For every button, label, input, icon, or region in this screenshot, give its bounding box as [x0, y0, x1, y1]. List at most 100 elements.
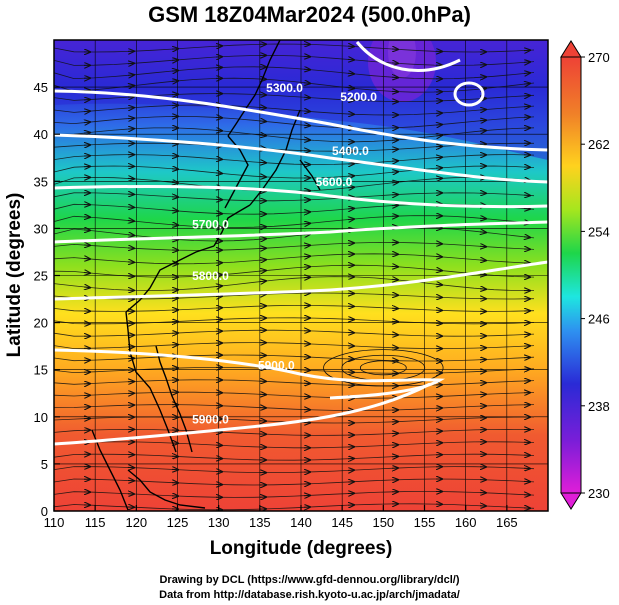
wind-arrow [348, 59, 354, 60]
x-tick-label: 150 [372, 515, 394, 530]
colorbar-tick-label: 230 [588, 486, 610, 501]
x-tick-label: 120 [125, 515, 147, 530]
wind-arrow [480, 218, 486, 219]
x-tick-label: 135 [249, 515, 271, 530]
x-tick-label: 165 [496, 515, 518, 530]
wind-arrow [260, 271, 266, 272]
wind-arrow [348, 88, 354, 89]
y-axis-ticks: 0 5 10 15 20 25 30 35 40 45 [34, 80, 60, 519]
wind-arrow [348, 219, 354, 220]
y-tick-label: 5 [41, 457, 48, 472]
wind-arrow [260, 135, 266, 136]
credit-data-source: Data from http://database.rish.kyoto-u.a… [159, 589, 460, 601]
wind-arrow [436, 157, 442, 158]
wind-arrow [216, 159, 222, 160]
wind-arrow [436, 270, 442, 271]
wind-arrow [480, 289, 486, 290]
y-tick-label: 40 [34, 127, 48, 142]
wind-arrow [216, 286, 222, 287]
wind-arrow [348, 73, 354, 74]
wind-arrow [260, 239, 266, 240]
wind-arrow [392, 161, 398, 162]
colorbar-min-arrow [560, 492, 582, 510]
contour-label: 5900.0 [258, 359, 295, 373]
wind-arrow [348, 176, 354, 177]
wind-arrow [436, 284, 442, 285]
wind-arrow [524, 73, 530, 74]
wind-arrow [128, 235, 134, 236]
vortex-ring [359, 360, 407, 376]
contour-label: 5400.0 [332, 144, 369, 158]
wind-arrow [480, 110, 486, 111]
wind-arrow [260, 121, 266, 122]
y-tick-label: 20 [34, 316, 48, 331]
wind-arrow [84, 273, 90, 274]
x-tick-label: 125 [167, 515, 189, 530]
wind-arrow [480, 274, 486, 275]
wind-arrow [304, 125, 310, 126]
colorbar-tick-label: 246 [588, 312, 610, 327]
wind-arrow [216, 173, 222, 174]
wind-arrow [128, 75, 134, 76]
y-axis-label: Latitude (degrees) [4, 193, 25, 358]
wind-arrow [128, 118, 134, 119]
wind-arrow [172, 225, 178, 226]
chart-title: GSM 18Z04Mar2024 (500.0hPa) [148, 2, 471, 27]
wind-arrow [480, 131, 486, 132]
wind-arrow [304, 69, 310, 70]
y-tick-label: 35 [34, 174, 48, 189]
wind-arrow [480, 120, 486, 121]
colorbar-tick-label: 270 [588, 50, 610, 65]
x-tick-label: 110 [44, 515, 65, 530]
contour-label: 5200.0 [340, 90, 377, 104]
wind-arrow [128, 86, 134, 87]
x-tick-label: 145 [331, 515, 353, 530]
wind-arrow [260, 260, 266, 261]
y-tick-label: 15 [34, 363, 48, 378]
x-tick-label: 155 [414, 515, 436, 530]
wind-arrow [128, 221, 134, 222]
wind-arrow [304, 223, 310, 224]
y-tick-label: 30 [34, 221, 48, 236]
colorbar-ticks: 270 262 254 246 238 230 [581, 50, 610, 501]
wind-arrow [172, 182, 178, 183]
colorbar-tick-label: 262 [588, 137, 610, 152]
wind-arrow [172, 71, 178, 72]
colorbar: 270 262 254 246 238 230 [560, 40, 610, 510]
contour-label: 5900.0 [192, 412, 229, 426]
wind-arrow [392, 279, 398, 280]
contour-label: 5600.0 [316, 175, 353, 189]
wind-arrow [524, 237, 530, 238]
wind-arrow [84, 230, 90, 231]
colorbar-tick-label: 238 [588, 399, 610, 414]
wind-arrow [524, 209, 530, 210]
credit-drawing: Drawing by DCL (https://www.gfd-dennou.o… [159, 574, 460, 586]
wind-arrow [436, 125, 442, 126]
wind-arrow [260, 281, 266, 282]
x-axis-label: Longitude (degrees) [210, 538, 393, 559]
height-contours [54, 41, 548, 446]
contour-labels: 5200.0 5300.0 5400.0 5600.0 5700.0 5800.0 5900… [192, 81, 377, 427]
colorbar-tick-label: 254 [588, 224, 610, 239]
x-tick-label: 160 [455, 515, 477, 530]
y-tick-label: 45 [34, 80, 48, 95]
wind-arrow [392, 172, 398, 173]
colorbar-max-arrow [560, 40, 582, 58]
wind-arrow [216, 275, 222, 276]
wind-arrow [436, 135, 442, 136]
wind-arrow [348, 187, 354, 188]
x-tick-label: 130 [208, 515, 230, 530]
wind-arrow [84, 287, 90, 288]
wind-arrow [84, 259, 90, 260]
coastlines [91, 40, 321, 511]
wind-arrow [172, 81, 178, 82]
wind-arrow [392, 63, 398, 64]
wind-arrow [216, 130, 222, 131]
wind-arrow [172, 211, 178, 212]
x-tick-label: 140 [290, 515, 312, 530]
x-axis-ticks: 110 115 120 125 130 135 140 145 150 155 160 165 [44, 505, 518, 530]
y-tick-label: 10 [34, 410, 48, 425]
wind-arrow [348, 208, 354, 209]
x-tick-label: 115 [85, 515, 106, 530]
